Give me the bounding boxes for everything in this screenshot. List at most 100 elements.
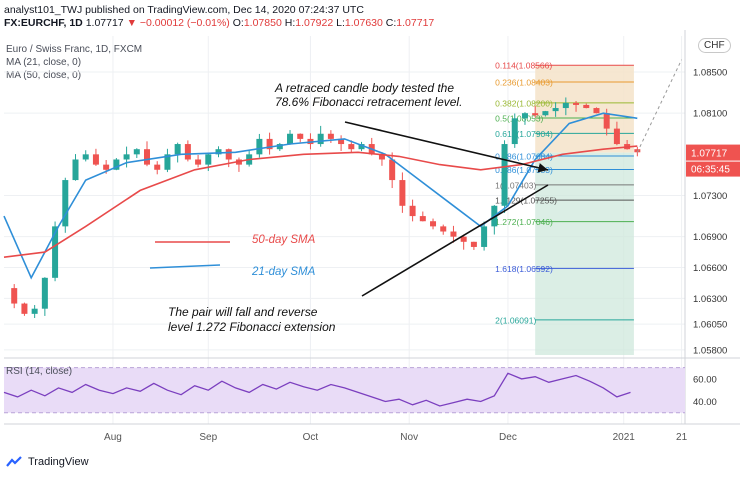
high-value: 1.07922 xyxy=(295,17,334,29)
time-tick-label: 21 xyxy=(676,432,688,443)
candle-body xyxy=(297,133,304,139)
rsi-legend[interactable]: RSI (14, close) xyxy=(6,366,73,377)
time-tick-label: Sep xyxy=(199,432,217,443)
candle-body xyxy=(256,138,263,155)
candle-body xyxy=(399,180,406,206)
candle-body xyxy=(358,144,365,150)
candle-body xyxy=(552,108,559,112)
candle-body xyxy=(327,133,334,139)
fib-zone: 0.114(1.08566) 0.236(1.08403) 0.382(1.0820… xyxy=(495,61,634,355)
footer[interactable]: TradingView xyxy=(6,456,89,468)
price-tick-label: 1.06600 xyxy=(693,263,727,274)
candle-body xyxy=(113,159,120,170)
time-tick-label: 2021 xyxy=(613,432,636,443)
rsi-tick-label: 40.00 xyxy=(693,397,717,408)
candle-body xyxy=(583,104,590,109)
candle-body xyxy=(389,159,396,181)
fib-label: 2(1.06091) xyxy=(495,315,536,325)
ma21-legend[interactable]: MA (21, close, 0) xyxy=(6,57,82,68)
candle-body xyxy=(103,164,110,170)
candle-body xyxy=(511,118,518,145)
low-value: 1.07630 xyxy=(344,17,383,29)
open-label: O xyxy=(232,17,241,29)
candle-body xyxy=(378,154,385,160)
time-tick-label: Dec xyxy=(499,432,517,443)
ma50-line xyxy=(3,145,638,258)
candles xyxy=(11,97,641,319)
fib-label: 1.618(1.06592) xyxy=(495,264,553,274)
sma21-legend-swatch xyxy=(149,264,221,269)
candle-body xyxy=(450,231,457,237)
fib-label: 0.5(1.08053) xyxy=(495,114,543,124)
fib-label: 0.786(1.07684) xyxy=(495,151,553,161)
rsi-tick-label: 60.00 xyxy=(693,374,717,385)
candle-body xyxy=(521,113,528,119)
bottom-note-line-2: level 1.272 Fibonacci extension xyxy=(168,320,336,334)
bottom-arrow xyxy=(361,184,549,297)
projection-line xyxy=(636,59,683,153)
candle-body xyxy=(215,149,222,155)
candle-body xyxy=(164,154,171,170)
candle-body xyxy=(634,149,641,153)
candle-body xyxy=(195,159,202,165)
candle-body xyxy=(11,288,18,304)
candle-body xyxy=(419,216,426,222)
indicator-lines xyxy=(3,59,683,280)
fib-label: 0.114(1.08566) xyxy=(495,61,552,71)
high-label: H xyxy=(284,17,293,29)
price-change: −0.00012 (−0.01%) xyxy=(139,17,230,29)
candle-body xyxy=(144,149,151,165)
price-tick-label: 1.06900 xyxy=(693,232,727,243)
candle-body xyxy=(62,180,69,227)
top-note-line-2: 78.6% Fibonacci retracement level. xyxy=(275,95,462,109)
candle-body xyxy=(409,205,416,217)
candle-body xyxy=(21,303,28,314)
publisher-text: analyst101_TWJ published on TradingView.… xyxy=(4,4,364,16)
candle-body xyxy=(317,133,324,145)
candle-body xyxy=(481,226,488,247)
close-value: 1.07717 xyxy=(396,17,435,29)
fib-label: 0.618(1.07904) xyxy=(495,129,553,139)
currency-badge[interactable]: CHF xyxy=(698,38,731,53)
candle-body xyxy=(287,133,294,145)
candle-body xyxy=(154,164,161,170)
tradingview-logo-icon xyxy=(6,456,22,467)
fib-label: 1.1129(1.07255) xyxy=(495,196,557,206)
close-label: C xyxy=(385,17,394,29)
fib-label: 1(1.07403) xyxy=(495,180,536,190)
candle-body xyxy=(348,144,355,150)
candle-body xyxy=(31,308,38,314)
price-tick-label: 1.06050 xyxy=(693,320,727,331)
fib-label: 0.236(1.08403) xyxy=(495,77,553,87)
candle-body xyxy=(573,102,580,105)
publisher-line: analyst101_TWJ published on TradingView.… xyxy=(4,4,364,16)
price-tick-label: 1.08100 xyxy=(693,109,727,120)
top-arrow xyxy=(344,121,549,173)
countdown-tag xyxy=(686,161,740,177)
fib-label: 0.382(1.08200) xyxy=(495,98,553,108)
candle-body xyxy=(542,111,549,116)
candle-body xyxy=(460,236,467,242)
candle-body xyxy=(562,102,569,109)
fib-label: 1.272(1.07046) xyxy=(495,217,553,227)
top-note-line-1: A retraced candle body tested the xyxy=(274,81,454,95)
rsi-band xyxy=(4,367,685,413)
last-price: 1.07717 xyxy=(85,17,124,29)
candle-body xyxy=(205,154,212,165)
time-tick-label: Aug xyxy=(104,432,122,443)
candle-body xyxy=(184,144,191,160)
candle-body xyxy=(593,108,600,114)
symbol-label[interactable]: FX:EURCHF, 1D xyxy=(4,17,83,29)
time-tick-label: Nov xyxy=(400,432,418,443)
candle-body xyxy=(41,277,48,309)
price-tick-label: 1.07300 xyxy=(693,191,727,202)
candle-body xyxy=(440,226,447,232)
candle-body xyxy=(174,144,181,155)
open-value: 1.07850 xyxy=(243,17,282,29)
sma21-label: 21-day SMA xyxy=(251,266,316,278)
price-axis: 1.08500 1.08100 1.07300 1.06900 1.06600 1.063… xyxy=(4,30,740,425)
candle-body xyxy=(133,149,140,155)
ma50-legend[interactable]: MA (50, close, 0) xyxy=(6,70,82,81)
